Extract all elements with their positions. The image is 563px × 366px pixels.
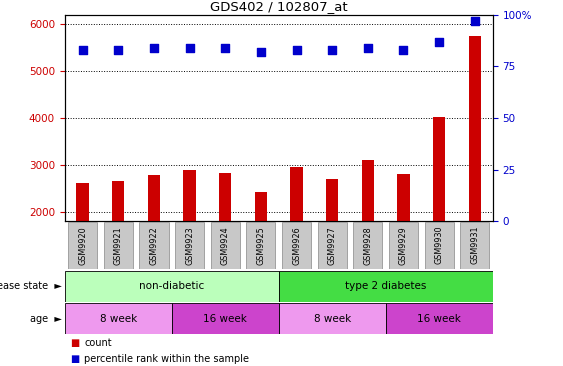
Text: count: count (84, 338, 112, 348)
Text: percentile rank within the sample: percentile rank within the sample (84, 354, 249, 364)
Point (399, 47, 408, 53)
Text: non-diabetic: non-diabetic (139, 281, 204, 291)
Text: GSM9930: GSM9930 (435, 226, 444, 265)
Bar (291, 167, 303, 306)
Point (185, 45, 194, 51)
Bar (65, 303, 172, 334)
Text: GSM9920: GSM9920 (78, 226, 87, 265)
Point (435, 38, 444, 44)
Bar (112, 182, 124, 306)
Bar (326, 179, 338, 306)
Bar (282, 222, 311, 269)
Text: type 2 diabetes: type 2 diabetes (345, 281, 426, 291)
Bar (254, 192, 267, 306)
Bar (219, 172, 231, 306)
Bar (139, 222, 168, 269)
Text: GSM9928: GSM9928 (363, 226, 372, 265)
Bar (386, 303, 493, 334)
Bar (68, 222, 97, 269)
Text: GSM9931: GSM9931 (470, 226, 479, 265)
Bar (353, 222, 382, 269)
Text: GSM9926: GSM9926 (292, 226, 301, 265)
Bar (246, 222, 275, 269)
Bar (148, 175, 160, 306)
Point (221, 45, 230, 51)
Bar (104, 222, 133, 269)
Bar (77, 183, 89, 306)
Title: GDS402 / 102807_at: GDS402 / 102807_at (210, 0, 347, 14)
Text: 16 week: 16 week (417, 314, 461, 324)
Point (363, 45, 372, 51)
Text: 16 week: 16 week (203, 314, 247, 324)
Point (292, 47, 301, 53)
Text: GSM9927: GSM9927 (328, 226, 337, 265)
Bar (318, 222, 347, 269)
Bar (279, 303, 386, 334)
Point (256, 49, 265, 55)
Bar (468, 36, 481, 306)
Text: GSM9924: GSM9924 (221, 226, 230, 265)
Point (470, 18, 479, 24)
Bar (279, 271, 493, 302)
Text: 8 week: 8 week (314, 314, 351, 324)
Text: GSM9929: GSM9929 (399, 226, 408, 265)
Bar (211, 222, 240, 269)
Bar (425, 222, 454, 269)
Bar (433, 117, 445, 306)
Bar (361, 160, 374, 306)
Bar (172, 303, 279, 334)
Text: ■: ■ (70, 354, 79, 364)
Text: disease state  ►: disease state ► (0, 281, 62, 291)
Text: ■: ■ (70, 338, 79, 348)
Bar (389, 222, 418, 269)
Text: age  ►: age ► (30, 314, 62, 324)
Point (114, 47, 123, 53)
Text: GSM9925: GSM9925 (256, 226, 265, 265)
Point (78, 47, 87, 53)
Point (328, 47, 337, 53)
Bar (397, 175, 410, 306)
Text: 8 week: 8 week (100, 314, 137, 324)
Text: GSM9923: GSM9923 (185, 226, 194, 265)
Bar (460, 222, 489, 269)
Point (149, 45, 158, 51)
Bar (184, 170, 196, 306)
Text: GSM9921: GSM9921 (114, 226, 123, 265)
Text: GSM9922: GSM9922 (149, 226, 158, 265)
Bar (175, 222, 204, 269)
Bar (65, 271, 279, 302)
